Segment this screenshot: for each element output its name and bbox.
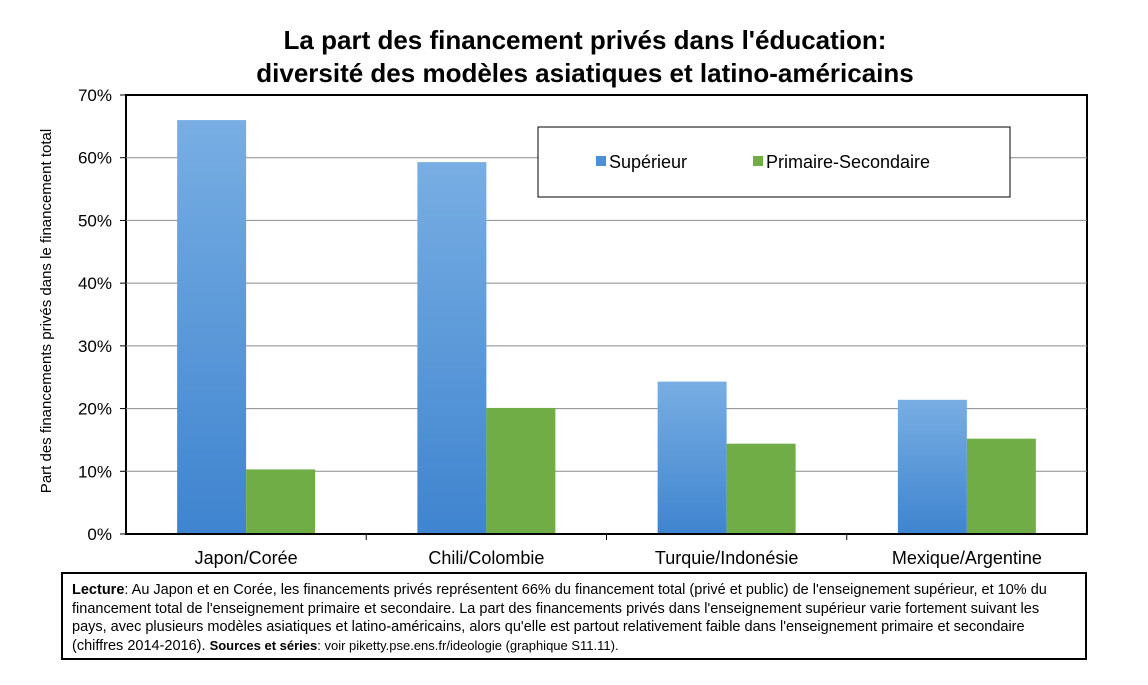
- chart-title-line2: diversité des modèles asiatiques et lati…: [256, 58, 914, 88]
- legend-box: [537, 126, 1011, 198]
- y-tick-label: 10%: [78, 462, 112, 481]
- bar-primaire-secondaire: [966, 438, 1036, 534]
- note-sources-text: : voir piketty.pse.ens.fr/ideologie (gra…: [317, 637, 619, 653]
- legend-swatch: [753, 156, 763, 166]
- y-tick-label: 50%: [78, 211, 112, 230]
- y-tick-label: 20%: [78, 400, 112, 419]
- bar-superieur: [657, 381, 727, 534]
- tick-labels: 0% 10% 20% 30% 40% 50% 60% 70% Japon/Corée Chili/…: [78, 86, 1042, 568]
- x-tick-label: Japon/Corée: [195, 548, 298, 568]
- x-tick-label: Turquie/Indonésie: [655, 548, 798, 568]
- y-tick-label: 30%: [78, 337, 112, 356]
- bar-superieur: [177, 120, 247, 534]
- axes: [120, 94, 1087, 540]
- x-tick-label: Chili/Colombie: [428, 548, 544, 568]
- note-lecture-text: : Au Japon et en Corée, les financements…: [72, 582, 1047, 654]
- bar-primaire-secondaire: [246, 469, 316, 534]
- bars: [177, 120, 1036, 534]
- y-tick-label: 40%: [78, 274, 112, 293]
- bar-primaire-secondaire: [486, 407, 556, 534]
- legend: Supérieur Primaire-Secondaire: [537, 126, 1011, 198]
- y-tick-label: 70%: [78, 86, 112, 105]
- y-tick-label: 60%: [78, 149, 112, 168]
- legend-label: Supérieur: [609, 152, 687, 172]
- bar-superieur: [417, 162, 487, 534]
- y-tick-label: 0%: [87, 525, 112, 544]
- bar-primaire-secondaire: [726, 443, 796, 534]
- legend-swatch: [596, 156, 606, 166]
- legend-label: Primaire-Secondaire: [766, 152, 930, 172]
- bar-superieur: [897, 399, 967, 534]
- reading-note: Lecture: Au Japon et en Corée, les finan…: [61, 572, 1087, 660]
- note-sources-label: Sources et séries: [209, 637, 318, 653]
- note-lecture-label: Lecture: [72, 582, 125, 598]
- x-tick-label: Mexique/Argentine: [892, 548, 1042, 568]
- chart-title-line1: La part des financement privés dans l'éd…: [283, 25, 887, 55]
